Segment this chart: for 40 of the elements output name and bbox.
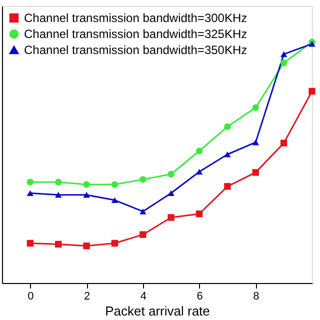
point: [26, 190, 34, 196]
x-axis-title: Packet arrival rate: [105, 304, 210, 318]
point: [252, 169, 259, 176]
point: [111, 240, 118, 247]
point: [168, 214, 174, 221]
point: [111, 197, 118, 204]
point: [224, 151, 231, 158]
point: [26, 240, 34, 247]
point: [196, 148, 203, 154]
point: [140, 208, 146, 214]
point: [252, 139, 259, 146]
point: [55, 192, 62, 198]
point: [26, 178, 34, 186]
point: [140, 231, 146, 238]
x-tick-label: 0: [28, 290, 34, 302]
point: [280, 60, 288, 66]
point: [55, 240, 62, 248]
point: [308, 88, 316, 95]
point: [83, 181, 90, 188]
point: [224, 183, 231, 190]
point: [168, 190, 174, 196]
point: [280, 51, 288, 58]
point: [196, 210, 203, 218]
point: [111, 181, 118, 188]
x-tick-label: 4: [140, 290, 146, 302]
point: [83, 242, 90, 250]
legend-label: Channel transmission bandwidth=350KHz: [24, 43, 248, 57]
point: [55, 178, 62, 186]
point: [83, 192, 90, 198]
point: [196, 168, 203, 175]
legend-label: Channel transmission bandwidth=300KHz: [24, 11, 248, 25]
point: [280, 140, 288, 146]
point: [140, 176, 146, 183]
point: [224, 123, 231, 130]
x-tick-label: 6: [196, 290, 203, 302]
legend-label: Channel transmission bandwidth=325KHz: [24, 27, 248, 41]
point: [168, 170, 174, 178]
point: [252, 104, 259, 111]
x-tick-label: 2: [84, 290, 90, 302]
x-tick-label: 8: [253, 290, 260, 302]
